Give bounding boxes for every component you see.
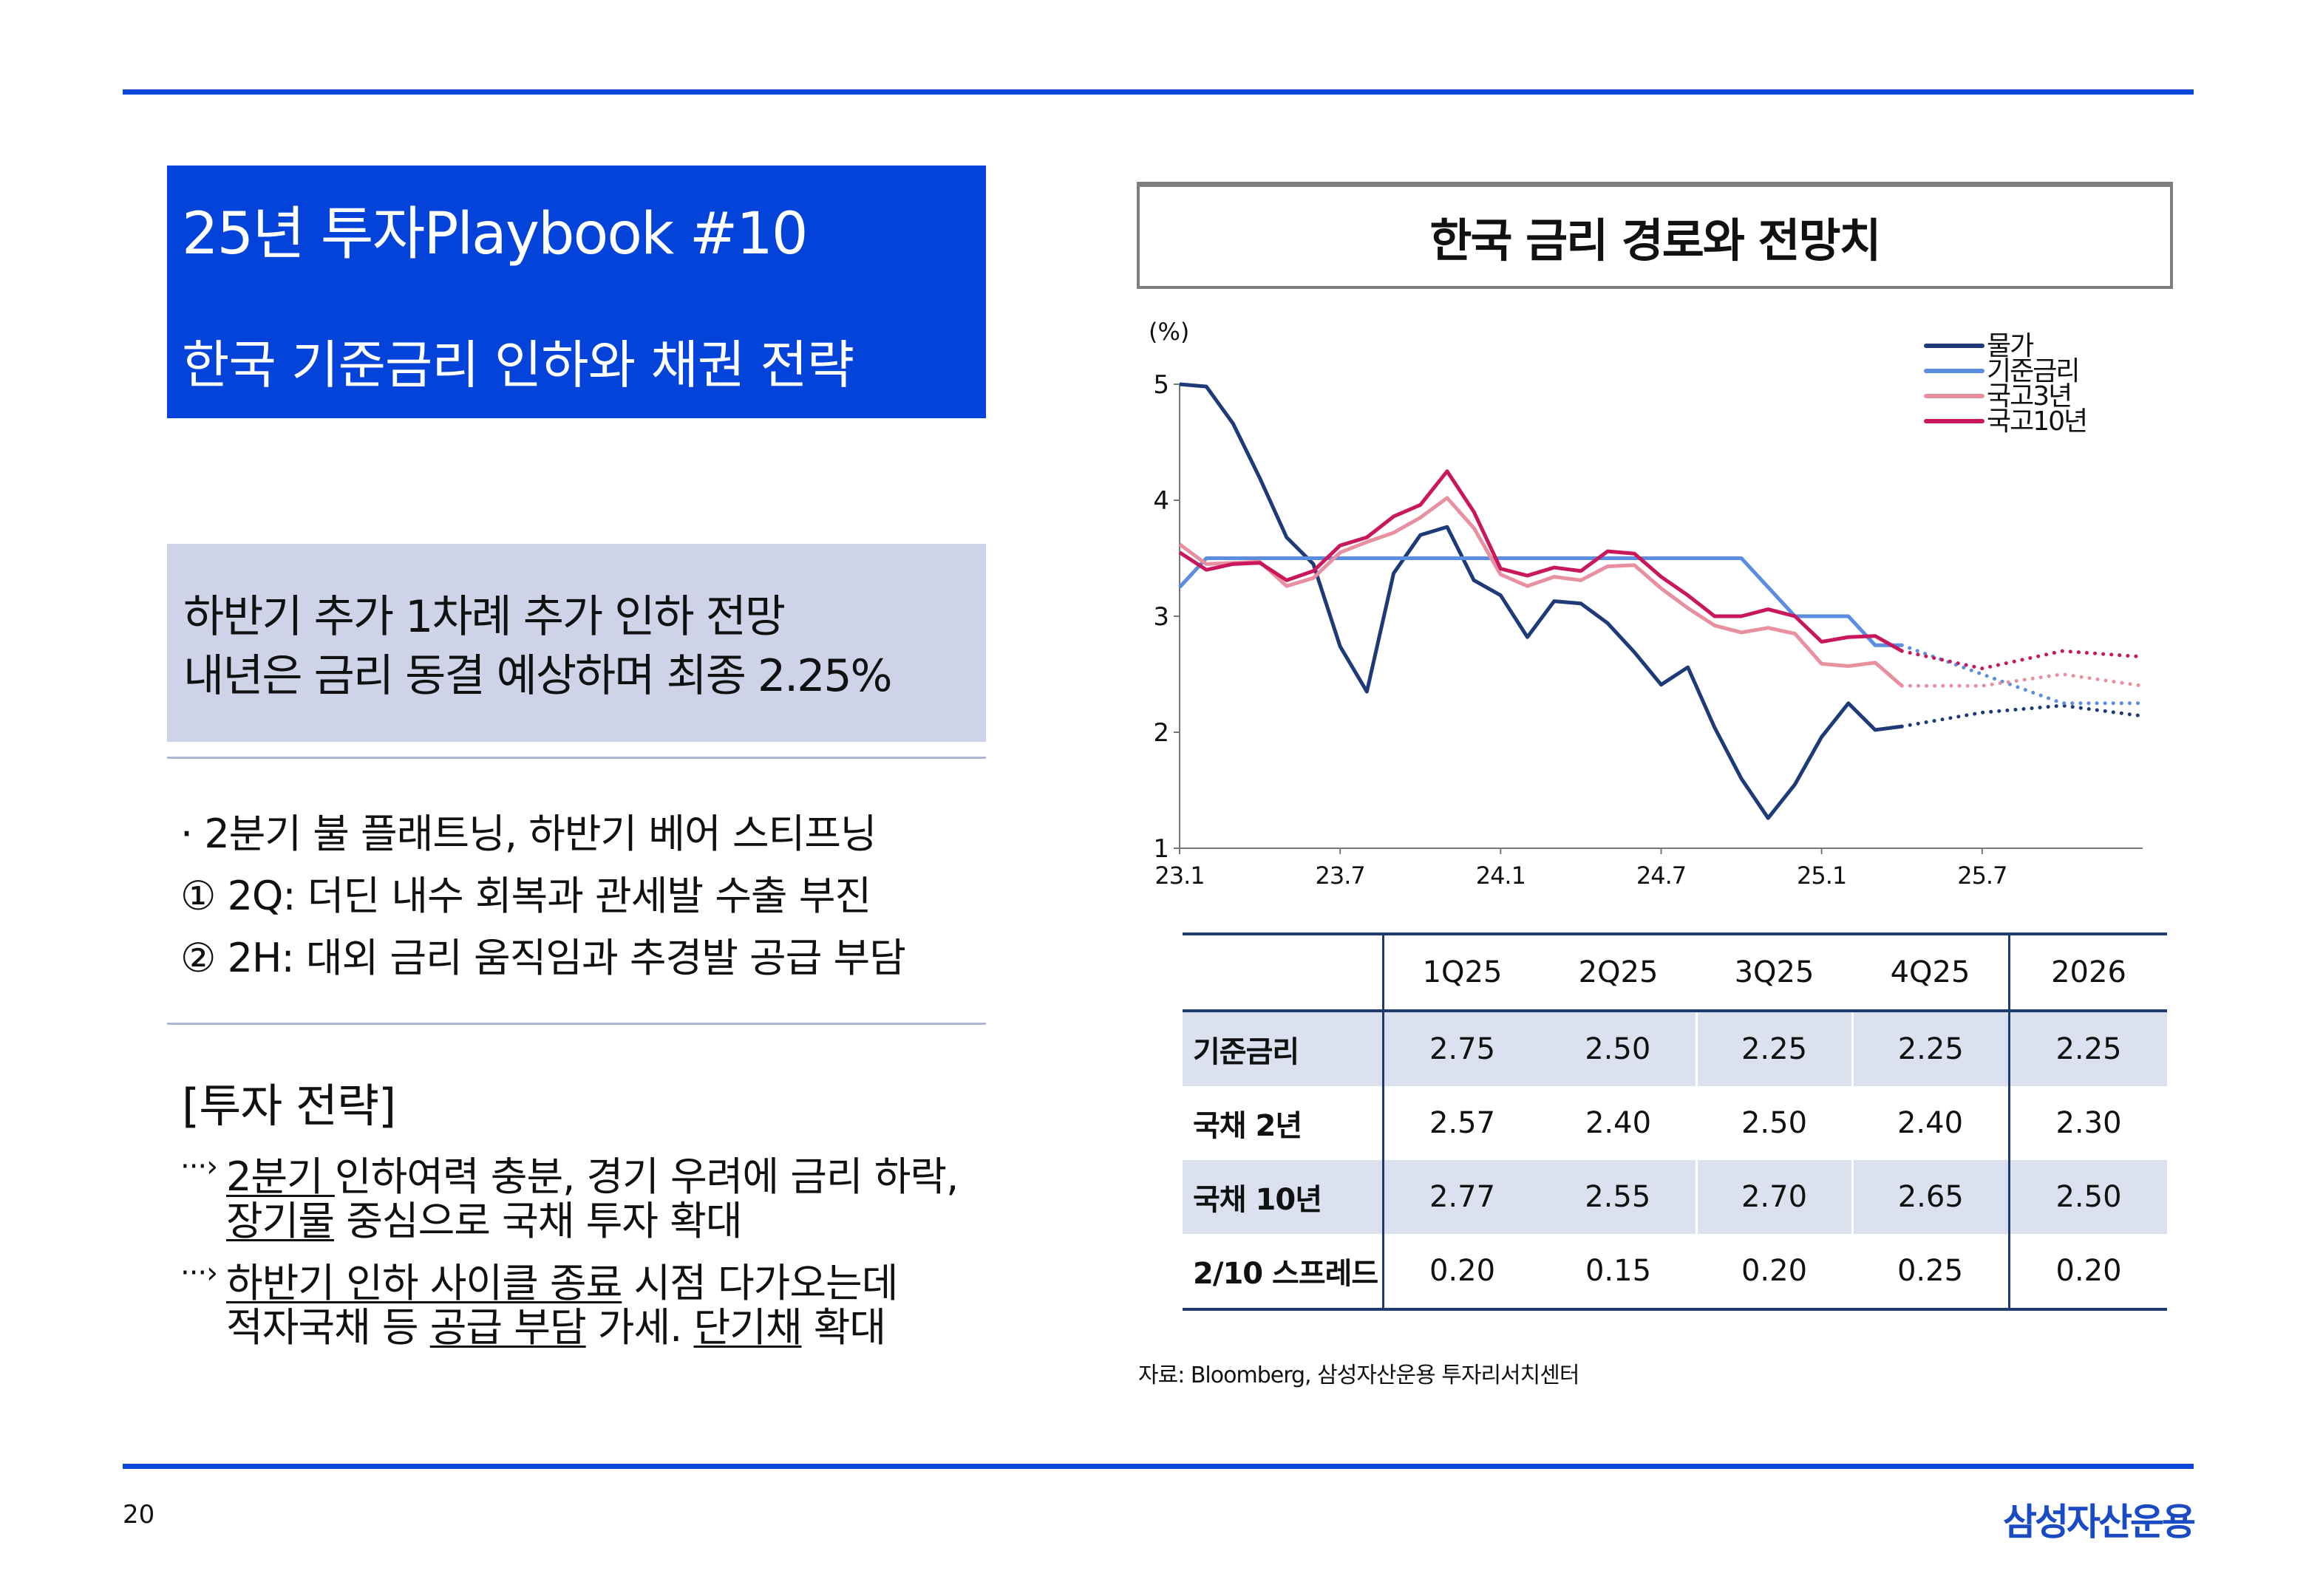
x-tick-label: 25.7 xyxy=(1957,862,2007,890)
table-cell: 2.50 xyxy=(1741,1106,1808,1140)
column-header: 4Q25 xyxy=(1852,932,2010,1012)
summary-line: 하반기 추가 1차례 추가 인하 전망 xyxy=(183,591,786,643)
bullet-line: ② 2H: 대외 금리 움직임과 추경발 공급 부담 xyxy=(180,935,906,981)
forecast-line-1 xyxy=(1899,703,2145,729)
series-line-4 xyxy=(1178,469,1903,653)
table-cell: 0.20 xyxy=(1383,1234,1540,1311)
table-cell: 0.15 xyxy=(1540,1234,1696,1311)
emphasis-text: 하반기 인하 사이클 종료 xyxy=(226,1260,622,1306)
y-tick-label: 4 xyxy=(1153,486,1169,516)
strategy-text: 적자국채 등 xyxy=(226,1304,430,1351)
table-row: 기준금리 2.75 2.50 2.25 2.25 2.25 xyxy=(1183,1011,2167,1086)
source-note: 자료: Bloomberg, 삼성자산운용 투자리서치센터 xyxy=(1138,1363,1579,1388)
strategy-line: 하반기 인하 사이클 종료 시점 다가오는데 xyxy=(226,1250,898,1309)
forecast-line-2 xyxy=(1899,643,2145,706)
row-label: 기준금리 xyxy=(1183,1011,1384,1086)
strategy-line: 장기물 중심으로 국채 투자 확대 xyxy=(226,1188,743,1247)
table-cell: 2.55 xyxy=(1540,1160,1698,1234)
page-title: 25년 투자Playbook #10 xyxy=(182,201,809,267)
x-tick-label: 25.1 xyxy=(1797,862,1846,890)
y-tick-label: 2 xyxy=(1153,718,1169,748)
y-axis-label: (%) xyxy=(1149,318,1189,346)
table-cell: 2.70 xyxy=(1696,1160,1854,1234)
x-tick-label: 24.7 xyxy=(1636,862,1686,890)
table-cell: 2.50 xyxy=(2009,1160,2167,1234)
table-cell: 0.20 xyxy=(2009,1234,2167,1311)
bullet-line: ① 2Q: 더딘 내수 회복과 관세발 수출 부진 xyxy=(180,873,871,919)
strategy-text: 가세. xyxy=(585,1304,694,1351)
forecast-line-3 xyxy=(1899,672,2145,688)
table-cell: 2.75 xyxy=(1383,1011,1540,1086)
x-tick-label: 24.1 xyxy=(1476,862,1526,890)
series-line-2 xyxy=(1178,556,1902,647)
column-header xyxy=(1183,932,1384,1012)
strategy-heading: [투자 전략] xyxy=(182,1079,396,1133)
strategy-text: 중심으로 국채 투자 확대 xyxy=(334,1198,742,1244)
bottom-rule xyxy=(123,1464,2194,1469)
y-tick-label: 5 xyxy=(1153,370,1169,400)
table-cell: 2.25 xyxy=(1696,1011,1854,1086)
arrow-icon: ···› xyxy=(180,1256,218,1290)
emphasis-text: 장기물 xyxy=(226,1198,335,1244)
row-label: 국채 10년 xyxy=(1183,1160,1384,1234)
column-header: 1Q25 xyxy=(1383,932,1540,1012)
table-cell: 2.77 xyxy=(1383,1160,1540,1234)
top-rule xyxy=(123,89,2194,95)
series-line-1 xyxy=(1179,382,1902,820)
bullet-line: · 2분기 불 플래트닝, 하반기 베어 스티프닝 xyxy=(180,811,877,857)
emphasis-text: 단기채 xyxy=(693,1304,802,1351)
legend-label: 기준금리 xyxy=(1987,356,2078,386)
table-cell: 0.20 xyxy=(1696,1234,1852,1311)
forecast-line-4 xyxy=(1899,649,2145,671)
title-box: 25년 투자Playbook #10 한국 기준금리 인하와 채권 전략 xyxy=(167,166,986,418)
table-cell: 2.57 xyxy=(1429,1106,1496,1140)
summary-line: 내년은 금리 동결 예상하며 최종 2.25% xyxy=(183,650,893,702)
x-tick-label: 23.1 xyxy=(1154,862,1204,890)
table-cell: 2.65 xyxy=(1852,1160,2010,1234)
column-header: 3Q25 xyxy=(1696,932,1852,1012)
series-line-3 xyxy=(1178,496,1903,688)
arrow-icon: ···› xyxy=(180,1150,218,1184)
column-header: 2Q25 xyxy=(1540,932,1696,1012)
y-tick-label: 3 xyxy=(1153,602,1169,632)
table-cell: 2.25 xyxy=(1852,1011,2010,1086)
x-tick-label: 23.7 xyxy=(1316,862,1365,890)
row-label: 2/10 스프레드 xyxy=(1183,1234,1384,1311)
rate-forecast-table: 1Q25 2Q25 3Q25 4Q25 2026 기준금리 2.75 2.50 2.25 2.25… xyxy=(1183,932,2167,1311)
strategy-line: 2분기 인하여력 충분, 경기 우려에 금리 하락, xyxy=(226,1144,959,1202)
divider xyxy=(167,1023,986,1025)
table-cell: 0.25 xyxy=(1852,1234,2010,1311)
y-tick-label: 1 xyxy=(1153,834,1169,864)
table-cell: 2.40 xyxy=(1852,1086,2010,1160)
company-logo: 삼성자산운용 xyxy=(2003,1501,2196,1544)
table-cell: 2.25 xyxy=(2009,1011,2167,1086)
strategy-text: 확대 xyxy=(801,1304,886,1351)
table-cell: 2.30 xyxy=(2055,1106,2122,1140)
emphasis-text: 공급 부담 xyxy=(429,1304,587,1351)
table-row: 국채 10년 2.77 2.55 2.70 2.65 2.50 xyxy=(1183,1160,2167,1234)
chart-title: 한국 금리 경로와 전망치 xyxy=(1137,182,2173,289)
row-label: 국채 2년 xyxy=(1183,1086,1384,1160)
page-subtitle: 한국 기준금리 인하와 채권 전략 xyxy=(182,335,854,395)
legend-label: 국고3년 xyxy=(1987,381,2071,412)
strategy-text: 인하여력 충분, 경기 우려에 금리 하락, xyxy=(334,1153,959,1200)
page-number: 20 xyxy=(123,1500,155,1530)
strategy-line: 적자국채 등 공급 부담 가세. 단기채 확대 xyxy=(226,1295,886,1353)
column-header: 2026 xyxy=(2009,932,2167,1012)
legend-label: 물가 xyxy=(1987,331,2033,361)
divider xyxy=(167,757,986,759)
table-row: 국채 2년 2.57 2.40 2.50 2.40 2.30 xyxy=(1183,1086,2167,1160)
strategy-text: 시점 다가오는데 xyxy=(622,1260,898,1306)
emphasis-text: 2분기 xyxy=(226,1153,335,1200)
table-cell: 2.50 xyxy=(1540,1011,1698,1086)
legend-label: 국고10년 xyxy=(1987,406,2086,437)
summary-box: 하반기 추가 1차례 추가 인하 전망 내년은 금리 동결 예상하며 최종 2.… xyxy=(167,544,986,742)
table-header: 1Q25 2Q25 3Q25 4Q25 2026 xyxy=(1183,932,2167,1012)
table-row: 2/10 스프레드 0.20 0.15 0.20 0.25 0.20 xyxy=(1183,1234,2167,1311)
table-cell: 2.40 xyxy=(1585,1106,1652,1140)
